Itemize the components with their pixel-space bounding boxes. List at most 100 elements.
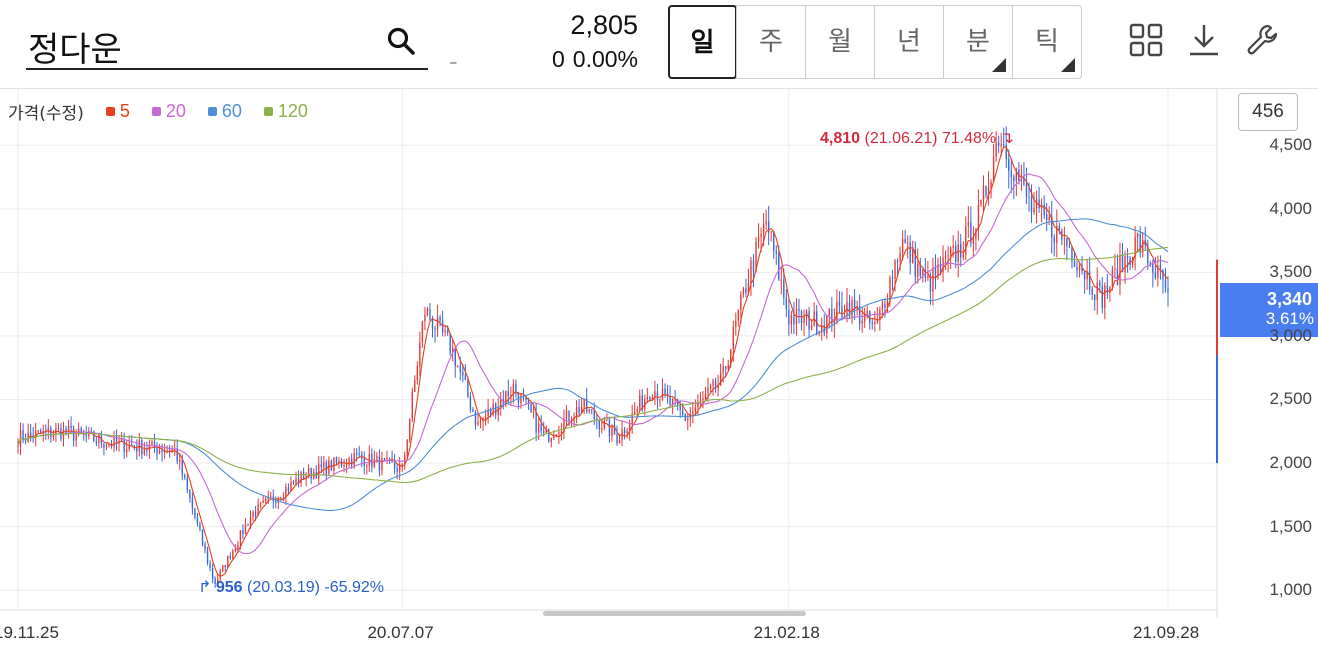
legend-item-ma5[interactable]: 5 [105, 101, 130, 122]
candle-body [957, 244, 959, 262]
candle-body [146, 449, 148, 451]
candle-body [429, 308, 431, 320]
legend-item-ma20[interactable]: 20 [151, 101, 186, 122]
candle-body [264, 498, 267, 501]
candle-body [1083, 271, 1086, 280]
tab-5[interactable]: 틱 [1012, 6, 1081, 78]
candle-body [682, 410, 684, 415]
arrow-down-right-icon: ↴ [1000, 130, 1015, 147]
candle-body [1119, 254, 1121, 286]
candle-body [133, 445, 135, 448]
candle-body [603, 420, 606, 429]
candle-body [189, 489, 191, 499]
candle-body [767, 221, 770, 233]
candle-body [808, 311, 810, 330]
candle-body [1073, 261, 1076, 267]
candle-body [75, 434, 77, 441]
candle-body [1000, 144, 1002, 146]
candle-body [828, 308, 831, 316]
candle-body [345, 464, 348, 466]
candle-body [1056, 225, 1058, 243]
candle-count-badge[interactable]: 456 [1238, 93, 1298, 131]
y-tick-label: 1,000 [1269, 580, 1312, 600]
candle-body [24, 440, 27, 442]
candle-body [401, 463, 403, 466]
candle-body [992, 156, 995, 183]
candle-body [861, 320, 863, 324]
tab-4[interactable]: 분 [943, 6, 1012, 78]
candle-body [381, 457, 383, 471]
wrench-icon[interactable] [1244, 22, 1280, 58]
candle-body [987, 187, 990, 196]
candle-body [436, 317, 439, 330]
y-tick-label: 4,500 [1269, 135, 1312, 155]
candle-body [960, 244, 962, 258]
legend-name: 20 [165, 101, 186, 121]
candle-body [70, 425, 72, 429]
candle-body [136, 447, 138, 452]
stock-search-field[interactable]: 정다운 [26, 14, 428, 70]
candle-body [1126, 256, 1129, 259]
tab-2[interactable]: 월 [805, 6, 874, 78]
candle-body [510, 394, 512, 397]
candle-body [199, 523, 201, 530]
candle-body [404, 455, 406, 464]
candle-body [692, 411, 694, 415]
candle-body [939, 264, 942, 273]
y-tick-label: 1,500 [1269, 516, 1312, 536]
candle-body [196, 517, 199, 524]
candle-body [909, 242, 911, 263]
candle-body [512, 383, 515, 395]
candle-body [350, 458, 353, 466]
candle-body [242, 530, 244, 535]
candle-body [1003, 144, 1005, 146]
candle-body [980, 199, 982, 205]
candle-body [396, 468, 398, 472]
candle-body [459, 365, 462, 373]
candle-body [606, 419, 608, 421]
candle-body [719, 372, 722, 385]
candle-body [90, 431, 92, 433]
candle-body [1028, 197, 1030, 199]
grid-layout-icon[interactable] [1128, 22, 1164, 58]
candle-body [232, 550, 234, 559]
legend-item-ma60[interactable]: 60 [207, 101, 242, 122]
candle-body [788, 309, 790, 325]
candle-body [244, 524, 247, 535]
candle-body [588, 409, 590, 412]
candle-body [310, 468, 312, 479]
candle-body [441, 320, 444, 333]
candle-body [671, 399, 674, 405]
candle-body [85, 434, 87, 437]
candle-body [1152, 263, 1154, 273]
candle-body [1043, 204, 1045, 215]
candle-body [1136, 234, 1139, 237]
candle-body [651, 396, 654, 400]
tab-3[interactable]: 년 [874, 6, 943, 78]
candle-body [47, 427, 50, 432]
legend-swatch [151, 107, 161, 116]
candle-body [780, 280, 782, 282]
legend-swatch [263, 107, 273, 116]
candle-body [654, 391, 656, 397]
legend-item-ma120[interactable]: 120 [263, 101, 308, 122]
candle-body [525, 397, 527, 400]
candle-body [967, 221, 970, 227]
tab-1[interactable]: 주 [736, 6, 805, 78]
search-icon[interactable] [386, 26, 416, 56]
candle-body [707, 387, 709, 394]
candle-body [790, 315, 793, 325]
tab-label: 틱 [1035, 27, 1059, 57]
candle-body [80, 428, 82, 434]
candle-body [821, 325, 823, 332]
tab-label: 분 [966, 27, 990, 57]
candle-body [714, 380, 717, 389]
download-icon[interactable] [1186, 22, 1222, 58]
candle-body [416, 366, 419, 380]
candle-body [995, 142, 997, 157]
candle-body [937, 264, 939, 276]
candle-body [229, 556, 232, 559]
candle-body [922, 270, 924, 276]
